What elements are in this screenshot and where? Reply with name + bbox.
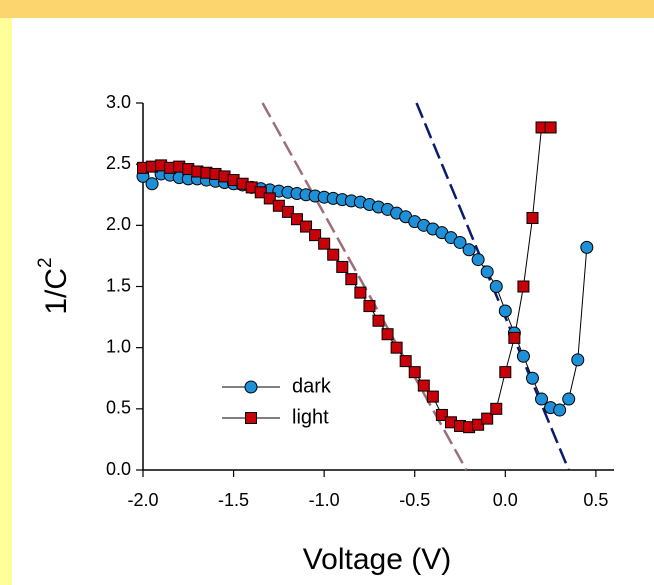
x-axis-title: Voltage (V) <box>303 543 451 576</box>
y-axis-title-main: 1/C <box>40 268 73 315</box>
point <box>462 243 476 257</box>
point <box>562 392 576 406</box>
point <box>390 341 403 354</box>
point <box>490 402 503 415</box>
point <box>336 260 349 273</box>
point <box>471 253 485 267</box>
fit-line <box>261 102 468 471</box>
point <box>381 328 394 341</box>
point <box>580 240 594 254</box>
point <box>318 237 331 250</box>
x-tick-label: -0.5 <box>399 490 430 510</box>
point <box>516 349 530 363</box>
point <box>281 205 294 218</box>
point <box>300 220 313 233</box>
legend-label: light <box>292 406 329 428</box>
point <box>526 211 539 224</box>
y-axis-title: 1/C2 <box>35 257 73 314</box>
point <box>363 300 376 313</box>
point <box>435 408 448 421</box>
y-tick-label: 2.5 <box>106 153 131 173</box>
point <box>472 418 485 431</box>
y-tick-label: 1.0 <box>106 336 131 356</box>
y-tick-label: 3.0 <box>106 92 131 112</box>
point <box>145 177 159 191</box>
point <box>263 192 276 205</box>
point <box>408 366 421 379</box>
point <box>254 186 267 199</box>
legend-label: dark <box>292 375 332 397</box>
legend-marker <box>245 412 257 424</box>
point <box>535 392 549 406</box>
point <box>345 273 358 286</box>
y-tick-label: 0.0 <box>106 459 131 479</box>
point <box>481 412 494 425</box>
point <box>309 229 322 242</box>
point <box>525 371 539 385</box>
y-axis-title-sup: 2 <box>35 257 56 268</box>
y-tick-label: 1.5 <box>106 275 131 295</box>
point <box>417 379 430 392</box>
point <box>272 199 285 212</box>
point <box>489 280 503 293</box>
legend-marker <box>244 380 258 394</box>
top-band <box>0 0 654 18</box>
point <box>290 213 303 226</box>
point <box>517 280 530 293</box>
point <box>354 286 367 299</box>
x-tick-label: 0.5 <box>583 490 608 510</box>
point <box>553 403 567 417</box>
point <box>544 121 557 134</box>
x-tick-label: 0.0 <box>493 490 518 510</box>
point <box>508 331 521 344</box>
point <box>453 235 467 249</box>
point <box>480 265 494 279</box>
x-tick-label: -1.0 <box>309 490 340 510</box>
point <box>499 366 512 379</box>
y-tick-label: 2.0 <box>106 214 131 234</box>
y-tick-label: 0.5 <box>106 398 131 418</box>
point <box>498 304 512 318</box>
point <box>571 353 585 367</box>
point <box>399 355 412 368</box>
x-tick-label: -1.5 <box>218 490 249 510</box>
left-band <box>0 18 12 585</box>
point <box>327 248 340 261</box>
point <box>372 314 385 327</box>
x-tick-label: -2.0 <box>127 490 158 510</box>
point <box>426 390 439 403</box>
